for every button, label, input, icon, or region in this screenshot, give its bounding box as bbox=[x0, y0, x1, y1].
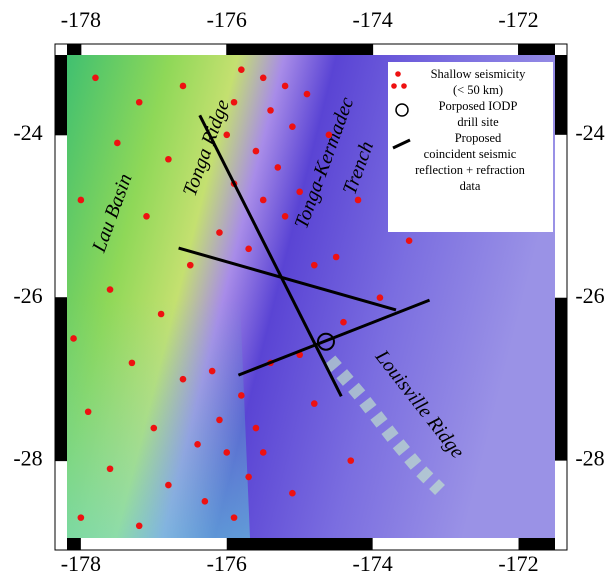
quake-point bbox=[231, 99, 238, 106]
quake-point bbox=[136, 99, 143, 106]
quake-point bbox=[158, 311, 165, 318]
frame-segment bbox=[227, 44, 373, 55]
quake-point bbox=[377, 294, 384, 301]
x-tick-label: -172 bbox=[498, 7, 538, 32]
quake-point bbox=[289, 490, 296, 497]
legend-text: Proposed bbox=[455, 131, 502, 145]
quake-point bbox=[180, 376, 187, 383]
x-tick-label: -176 bbox=[207, 551, 247, 576]
quake-point bbox=[194, 441, 201, 448]
legend-text: (< 50 km) bbox=[453, 83, 503, 97]
frame-segment bbox=[519, 538, 555, 550]
quake-point bbox=[165, 482, 172, 489]
legend-dot bbox=[401, 83, 407, 89]
quake-point bbox=[129, 360, 136, 367]
quake-point bbox=[223, 449, 230, 456]
quake-point bbox=[231, 514, 238, 521]
legend-dot bbox=[391, 83, 397, 89]
y-tick-label: -28 bbox=[575, 446, 604, 471]
quake-point bbox=[92, 75, 99, 82]
quake-point bbox=[333, 254, 340, 261]
quake-point bbox=[253, 425, 260, 432]
quake-point bbox=[340, 319, 347, 326]
quake-point bbox=[355, 197, 362, 204]
frame-segment bbox=[555, 298, 567, 461]
legend-text: data bbox=[460, 179, 481, 193]
quake-point bbox=[107, 286, 114, 293]
quake-point bbox=[143, 213, 150, 220]
x-tick-label: -178 bbox=[61, 551, 101, 576]
legend-text: Shallow seismicity bbox=[431, 67, 527, 81]
quake-point bbox=[260, 449, 267, 456]
x-tick-label: -178 bbox=[61, 7, 101, 32]
quake-point bbox=[406, 237, 413, 244]
quake-point bbox=[165, 156, 172, 163]
legend-text: Porposed IODP bbox=[439, 99, 518, 113]
quake-point bbox=[304, 91, 311, 98]
quake-point bbox=[114, 140, 121, 147]
quake-point bbox=[253, 148, 260, 155]
frame-segment bbox=[519, 44, 555, 55]
quake-point bbox=[311, 262, 318, 269]
quake-point bbox=[187, 262, 194, 269]
frame-segment bbox=[67, 44, 81, 55]
quake-point bbox=[209, 368, 216, 375]
quake-point bbox=[85, 408, 92, 415]
x-tick-label: -176 bbox=[207, 7, 247, 32]
quake-point bbox=[78, 197, 85, 204]
legend-text: reflection + refraction bbox=[415, 163, 526, 177]
x-tick-label: -174 bbox=[352, 551, 392, 576]
legend-text: coincident seismic bbox=[424, 147, 517, 161]
quake-point bbox=[275, 164, 282, 171]
quake-point bbox=[245, 474, 252, 481]
frame-segment bbox=[55, 298, 67, 461]
quake-point bbox=[202, 498, 209, 505]
quake-point bbox=[260, 75, 267, 82]
quake-point bbox=[347, 457, 354, 464]
quake-point bbox=[245, 246, 252, 253]
y-tick-label: -24 bbox=[13, 120, 42, 145]
legend-text: drill site bbox=[457, 115, 499, 129]
frame-segment bbox=[67, 538, 81, 550]
y-tick-label: -24 bbox=[575, 120, 604, 145]
map-figure: -178 -178 -176 -176 -174 -174 -172 -172 -24 -24 -2… bbox=[0, 0, 614, 583]
quake-point bbox=[216, 417, 223, 424]
quake-point bbox=[296, 189, 303, 196]
quake-point bbox=[311, 400, 318, 407]
quake-point bbox=[282, 213, 289, 220]
quake-point bbox=[78, 514, 85, 521]
y-tick-label: -26 bbox=[13, 283, 42, 308]
quake-point bbox=[238, 392, 245, 399]
quake-point bbox=[238, 66, 245, 73]
quake-point bbox=[151, 425, 158, 432]
x-tick-label: -174 bbox=[352, 7, 392, 32]
quake-point bbox=[289, 123, 296, 130]
x-tick-label: -172 bbox=[498, 551, 538, 576]
quake-point bbox=[136, 522, 143, 529]
y-tick-label: -28 bbox=[13, 446, 42, 471]
quake-point bbox=[326, 132, 333, 139]
frame-segment bbox=[555, 55, 567, 135]
quake-point bbox=[223, 132, 230, 139]
legend-dot bbox=[395, 71, 401, 77]
legend: Shallow seismicity (< 50 km) Porposed IODP… bbox=[388, 62, 553, 232]
quake-point bbox=[282, 83, 289, 90]
y-tick-label: -26 bbox=[575, 283, 604, 308]
quake-point bbox=[267, 107, 274, 114]
quake-point bbox=[70, 335, 77, 342]
quake-point bbox=[260, 197, 267, 204]
quake-point bbox=[180, 83, 187, 90]
quake-point bbox=[107, 465, 114, 472]
frame-segment bbox=[227, 538, 373, 550]
frame-segment bbox=[55, 55, 67, 135]
quake-point bbox=[216, 229, 223, 236]
